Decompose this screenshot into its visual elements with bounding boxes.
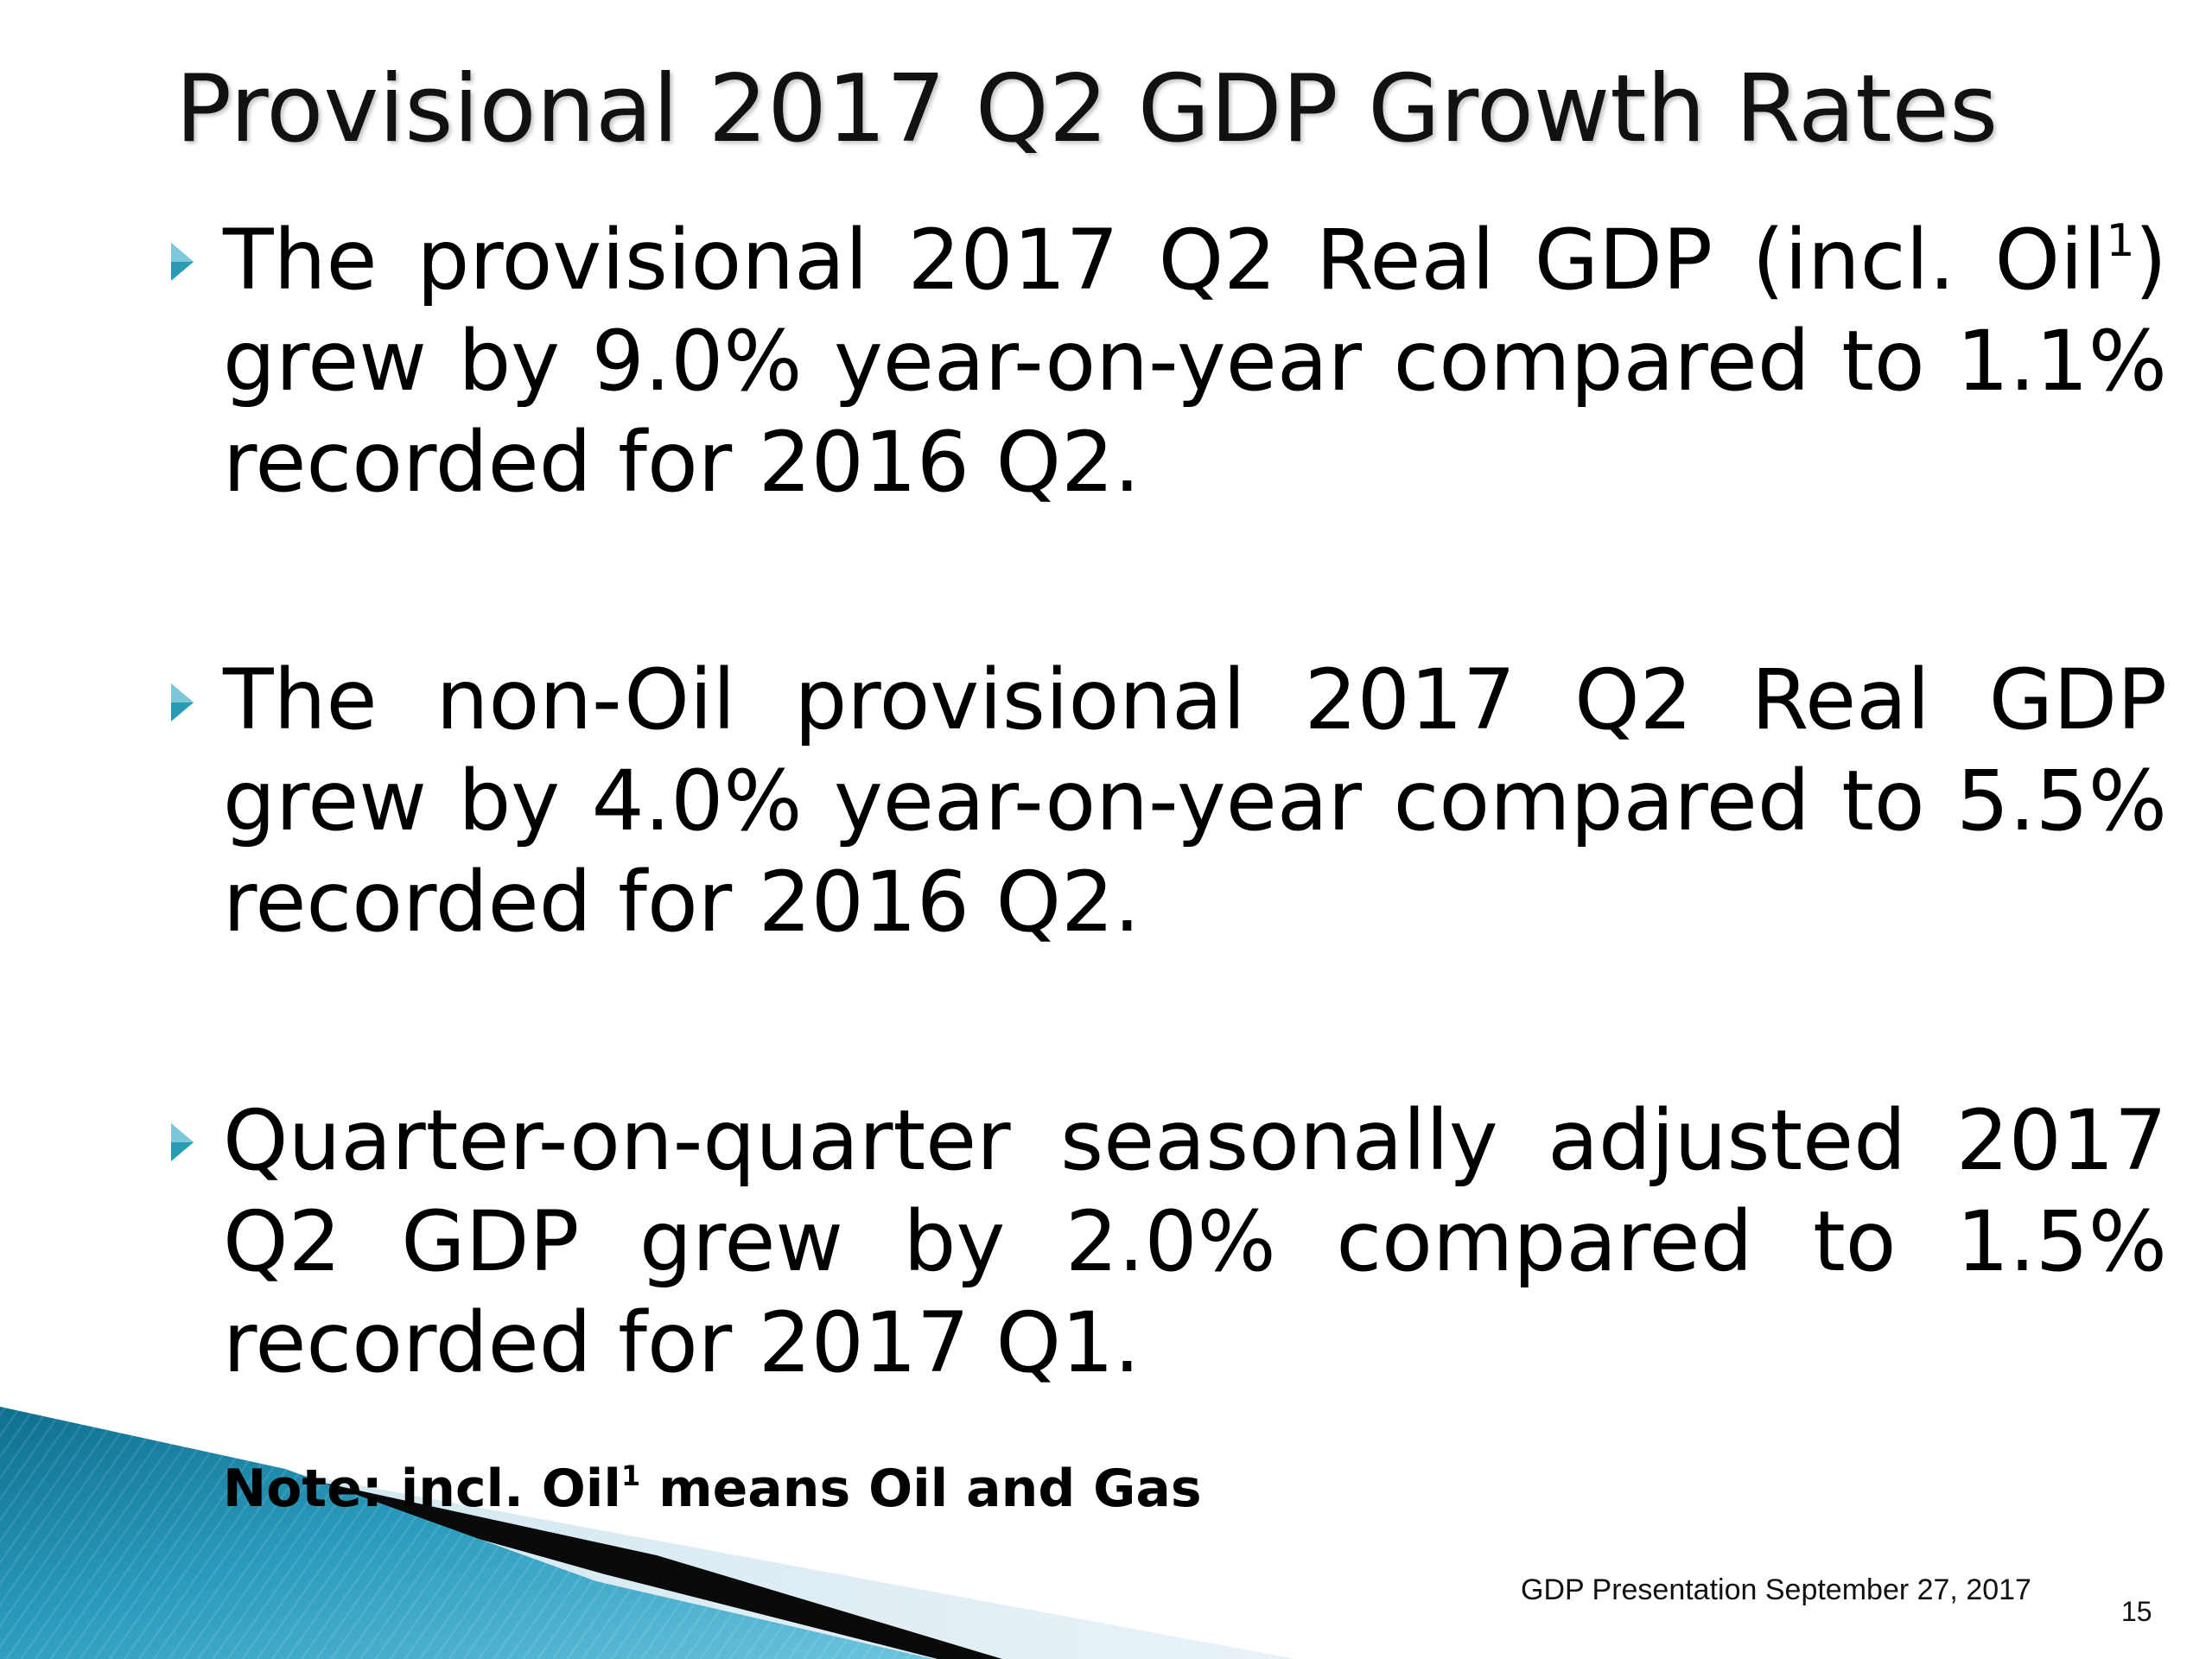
note-text: Note: incl. Oil1 means Oil and Gas: [223, 1459, 1202, 1519]
page-number: 15: [2121, 1596, 2152, 1627]
bullet-text-quarter-on-quarter: Quarter-on-quarter seasonally adjusted 2…: [223, 1092, 2167, 1391]
note-label: Note:: [223, 1459, 383, 1519]
footnote-marker: 1: [2106, 215, 2135, 267]
bullet-text-part: ) grew by 9.0% year-on-year compared to …: [223, 212, 2167, 511]
bullet-text-real-gdp: The provisional 2017 Q2 Real GDP (incl. …: [223, 210, 2167, 513]
footer-presentation-date: GDP Presentation September 27, 2017: [1521, 1573, 2031, 1606]
triangle-right-icon: [162, 677, 214, 728]
footnote-marker: 1: [620, 1459, 641, 1492]
bullet-text-part: The provisional 2017 Q2 Real GDP (incl. …: [223, 212, 2107, 308]
triangle-right-icon: [162, 236, 214, 288]
triangle-right-icon: [162, 1469, 214, 1521]
triangle-right-icon: [162, 1116, 214, 1168]
bullet-text-non-oil-gdp: The non-Oil provisional 2017 Q2 Real GDP…: [223, 652, 2167, 950]
slide-title: Provisional 2017 Q2 GDP Growth Rates: [175, 55, 1999, 163]
note-text-part: means Oil and Gas: [640, 1459, 1202, 1519]
note-text-part: incl. Oil: [382, 1459, 621, 1519]
